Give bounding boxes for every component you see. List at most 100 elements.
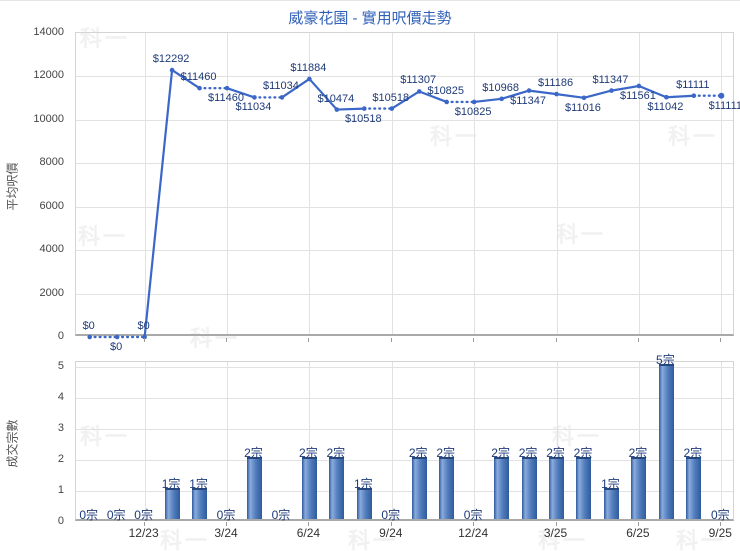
axis-tick bbox=[473, 338, 475, 342]
gridline-vertical bbox=[721, 33, 723, 334]
price-label: $11347 bbox=[510, 94, 546, 107]
y-axis-tick-label: 3 bbox=[57, 422, 64, 434]
gridline-horizontal bbox=[76, 491, 733, 492]
bar-count-label: 1宗 bbox=[601, 477, 620, 491]
x-axis-tick-label: 9/24 bbox=[379, 526, 403, 540]
line-segment bbox=[555, 93, 586, 99]
line-segment bbox=[665, 94, 695, 99]
bar-count-label: 2宗 bbox=[299, 446, 318, 460]
transaction-bar bbox=[631, 457, 647, 519]
gridline-horizontal bbox=[76, 293, 733, 295]
axis-tick bbox=[390, 338, 392, 342]
line-segment bbox=[418, 90, 448, 104]
price-label: $10968 bbox=[482, 81, 519, 94]
price-label: $11034 bbox=[262, 80, 299, 93]
gridline-horizontal bbox=[76, 398, 733, 399]
axis-tick bbox=[720, 522, 722, 526]
price-label: $11016 bbox=[565, 101, 601, 114]
bar-count-label: 2宗 bbox=[491, 446, 510, 460]
y-axis-tick-label: 1 bbox=[57, 484, 64, 496]
data-point bbox=[114, 334, 120, 340]
gridline-vertical bbox=[391, 33, 393, 334]
line-segment bbox=[610, 84, 641, 92]
x-axis-tick-label: 12/23 bbox=[128, 526, 159, 540]
x-axis-tick-label: 6/25 bbox=[626, 526, 650, 540]
price-label: $10825 bbox=[454, 105, 492, 118]
y-axis-tick-label: 4000 bbox=[39, 243, 64, 256]
transaction-bar bbox=[521, 457, 537, 519]
line-segment bbox=[527, 89, 558, 96]
gridline-vertical bbox=[474, 362, 476, 519]
data-point bbox=[307, 76, 312, 82]
data-point bbox=[389, 106, 395, 111]
data-point bbox=[664, 94, 669, 100]
gridline-vertical bbox=[638, 362, 640, 519]
transaction-bar bbox=[549, 457, 565, 519]
price-label: $0 bbox=[137, 320, 150, 332]
price-label: $11347 bbox=[592, 73, 629, 86]
y-axis-tick-label: 8000 bbox=[39, 156, 64, 169]
price-label: $0 bbox=[82, 320, 95, 332]
page-title: 威豪花園 - 實用呎價走勢 bbox=[288, 10, 452, 27]
transaction-bar bbox=[658, 364, 674, 519]
transaction-bar bbox=[246, 457, 262, 519]
gridline-vertical bbox=[391, 362, 393, 519]
data-point bbox=[444, 99, 449, 105]
data-point bbox=[252, 95, 257, 100]
bar-count-label: 0宗 bbox=[134, 508, 153, 522]
bar-count-label: 2宗 bbox=[518, 446, 538, 460]
y-axis-tick-label: 5 bbox=[57, 360, 64, 372]
gridline-horizontal bbox=[76, 250, 733, 252]
gridline-vertical bbox=[144, 33, 146, 334]
transaction-bar bbox=[356, 488, 372, 519]
price-line-plot bbox=[75, 32, 734, 340]
gridline-vertical bbox=[556, 362, 558, 519]
x-axis-tick-label: 6/24 bbox=[296, 526, 321, 540]
gridline-vertical bbox=[638, 33, 640, 334]
price-label: $0 bbox=[110, 341, 123, 353]
data-point bbox=[87, 334, 92, 340]
price-label: $11307 bbox=[400, 74, 437, 87]
data-point bbox=[169, 67, 175, 73]
price-label: $11042 bbox=[647, 101, 684, 114]
y-axis-tick-label: 0 bbox=[57, 515, 64, 527]
line-segment bbox=[335, 107, 366, 111]
transaction-bar bbox=[686, 457, 702, 519]
transaction-bar bbox=[164, 488, 180, 519]
bar-count-label: 0宗 bbox=[463, 508, 483, 522]
y-axis-tick-label: 6000 bbox=[39, 199, 64, 212]
data-point bbox=[718, 92, 725, 99]
data-point bbox=[362, 106, 367, 111]
price-label: $11460 bbox=[180, 71, 217, 84]
gridline-horizontal bbox=[76, 367, 733, 368]
gridline-vertical bbox=[309, 33, 311, 334]
bar-count-label: 0宗 bbox=[216, 508, 236, 522]
data-point bbox=[526, 88, 532, 93]
x-axis-tick-label: 9/25 bbox=[708, 526, 732, 540]
axis-tick bbox=[555, 522, 557, 526]
watermark-text: 科一 bbox=[160, 528, 211, 551]
line-segment bbox=[582, 89, 613, 99]
axis-tick bbox=[720, 338, 722, 342]
transaction-bar bbox=[576, 457, 592, 519]
bar-count-label: 2宗 bbox=[408, 446, 428, 460]
line-segment bbox=[143, 68, 174, 339]
line-segment bbox=[280, 77, 311, 99]
bar-count-label: 2宗 bbox=[683, 446, 703, 460]
bar-count-label: 0宗 bbox=[271, 508, 291, 522]
price-label: $11034 bbox=[235, 101, 272, 114]
axis-tick bbox=[473, 522, 475, 526]
data-point bbox=[197, 85, 202, 91]
bar-count-label: 0宗 bbox=[381, 508, 401, 522]
gridline-horizontal bbox=[76, 460, 733, 461]
axis-tick bbox=[308, 522, 310, 526]
axis-tick bbox=[308, 338, 310, 342]
data-point bbox=[609, 88, 614, 93]
line-segment bbox=[390, 90, 421, 110]
price-label: $10518 bbox=[344, 112, 382, 125]
bar-count-label: 2宗 bbox=[326, 446, 346, 460]
y-axis-tick-label: 0 bbox=[57, 330, 64, 342]
gridline-horizontal bbox=[76, 206, 733, 208]
bar-count-label: 2宗 bbox=[546, 446, 565, 460]
